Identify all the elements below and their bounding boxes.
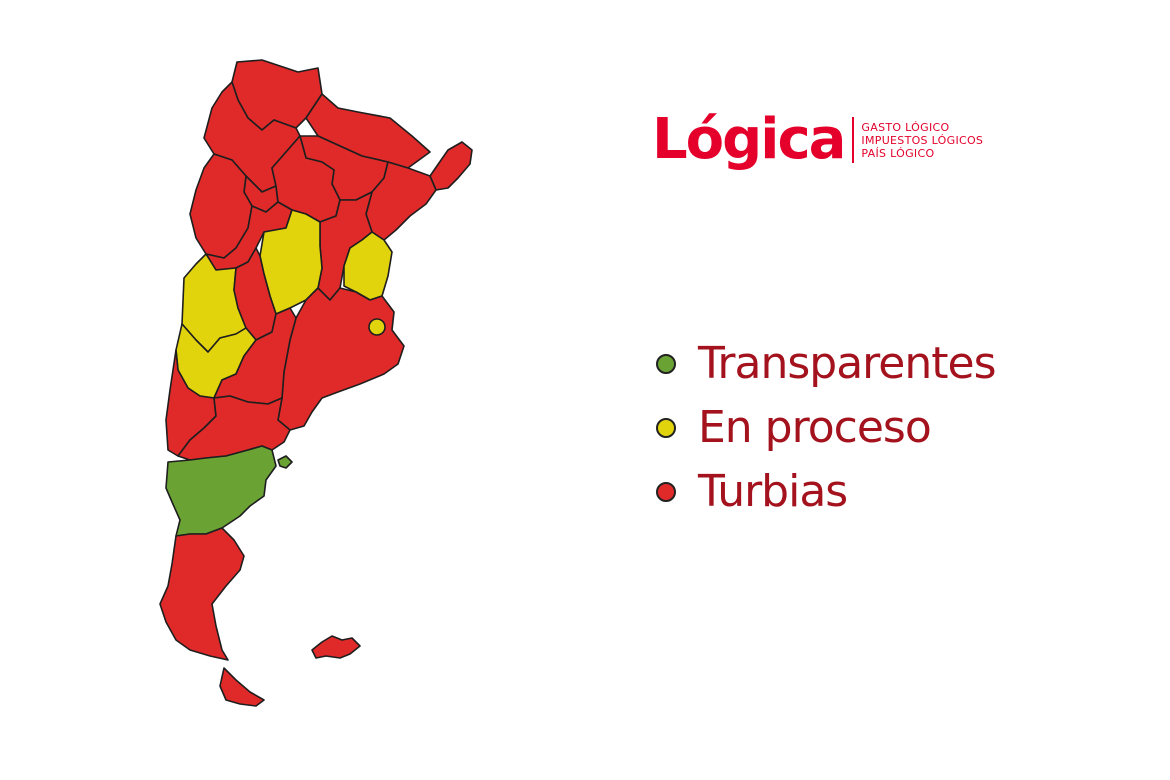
legend-label: Turbias bbox=[698, 466, 848, 517]
province-chubut bbox=[165, 445, 277, 537]
yellow-dot-icon bbox=[656, 418, 676, 438]
red-dot-icon bbox=[656, 482, 676, 502]
legend-label: En proceso bbox=[698, 402, 932, 453]
logica-logo: Lógica GASTO LÓGICO IMPUESTOS LÓGICOS PA… bbox=[652, 112, 983, 168]
map-legend: Transparentes En proceso Turbias bbox=[648, 332, 996, 524]
green-dot-icon bbox=[656, 354, 676, 374]
province-buenos-aires bbox=[277, 287, 405, 431]
logo-tagline: IMPUESTOS LÓGICOS bbox=[861, 133, 984, 147]
province-islas-malvinas bbox=[311, 635, 361, 659]
logo-divider bbox=[852, 117, 855, 163]
province-tierra-del-fuego bbox=[219, 667, 265, 707]
argentina-provinces-map bbox=[159, 59, 473, 707]
logo-wordmark: Lógica bbox=[652, 107, 846, 172]
province-santa-cruz bbox=[159, 527, 245, 661]
province-caba bbox=[368, 318, 386, 336]
logo-taglines: GASTO LÓGICO IMPUESTOS LÓGICOS PAÍS LÓGI… bbox=[861, 121, 983, 160]
logo-tagline: PAÍS LÓGICO bbox=[861, 146, 935, 160]
legend-item-transparentes: Transparentes bbox=[648, 332, 996, 396]
island-chubut-coast bbox=[277, 455, 293, 469]
legend-item-turbias: Turbias bbox=[648, 460, 996, 524]
logo-tagline: GASTO LÓGICO bbox=[861, 120, 950, 134]
province-misiones bbox=[429, 141, 473, 191]
legend-label: Transparentes bbox=[698, 338, 996, 389]
legend-item-en-proceso: En proceso bbox=[648, 396, 996, 460]
